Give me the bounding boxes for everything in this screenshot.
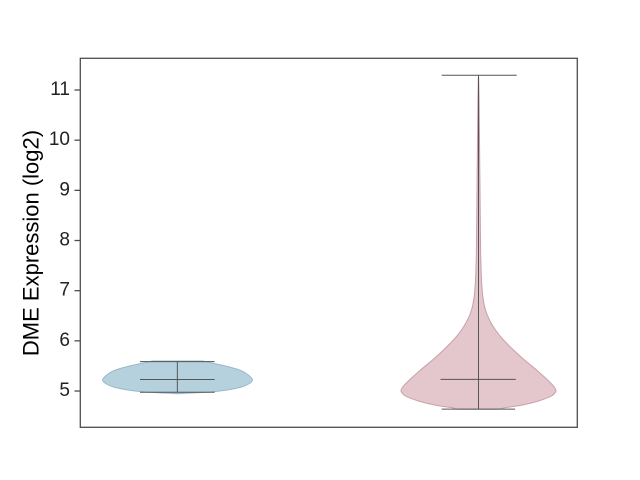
- svg-text:DME Expression (log2): DME Expression (log2): [19, 130, 44, 356]
- svg-text:11: 11: [50, 79, 70, 100]
- svg-text:6: 6: [59, 330, 70, 351]
- svg-text:9: 9: [59, 179, 70, 200]
- svg-text:5: 5: [59, 380, 70, 401]
- svg-text:8: 8: [59, 230, 70, 251]
- svg-text:10: 10: [49, 129, 70, 150]
- svg-text:7: 7: [59, 280, 70, 301]
